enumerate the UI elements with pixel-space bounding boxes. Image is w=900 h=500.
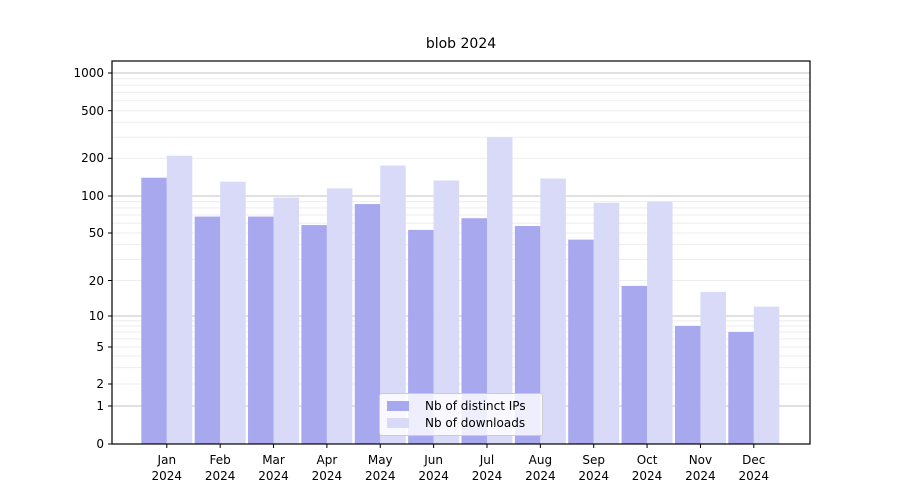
bar-distinct-ips (674, 325, 701, 444)
x-tick-label: Jan 2024 (151, 453, 183, 483)
x-tick-label: Apr 2024 (311, 453, 343, 483)
legend-swatch-distinct-ips (387, 401, 409, 411)
bar-distinct-ips (568, 239, 594, 444)
bar-distinct-ips (621, 285, 648, 444)
bar-downloads (486, 137, 513, 444)
x-tick-label: Oct 2024 (631, 453, 663, 483)
legend: Nb of distinct IPs Nb of downloads (379, 393, 543, 436)
bar-downloads (647, 201, 673, 444)
y-tick-label: 500 (81, 103, 104, 118)
bar-distinct-ips (728, 331, 754, 444)
legend-row-downloads: Nb of downloads (380, 416, 542, 430)
axes-spines (111, 60, 811, 445)
bar-distinct-ips (141, 177, 167, 444)
bar-downloads (700, 291, 726, 444)
x-tick-label: Jun 2024 (418, 453, 449, 483)
y-tick-label: 20 (88, 273, 104, 288)
legend-label-distinct-ips: Nb of distinct IPs (425, 399, 526, 413)
legend-label-downloads: Nb of downloads (425, 416, 526, 430)
bar-downloads (540, 178, 566, 445)
y-tick-label: 200 (81, 151, 104, 166)
y-tick-label: 100 (81, 189, 104, 203)
bar-distinct-ips (354, 204, 381, 444)
legend-row-distinct-ips: Nb of distinct IPs (380, 399, 542, 413)
bar-distinct-ips (301, 225, 327, 444)
bar-distinct-ips (194, 216, 221, 444)
y-tick-label: 10 (88, 309, 104, 323)
bar-downloads (166, 155, 193, 444)
bar-downloads (593, 202, 620, 444)
bar-distinct-ips (248, 216, 274, 444)
y-tick-label: 1000 (73, 66, 104, 80)
x-tick-label: Dec 2024 (738, 453, 770, 483)
x-tick-label: Aug 2024 (525, 453, 556, 483)
bar-downloads (273, 197, 300, 444)
bar-downloads (753, 306, 780, 444)
y-tick-label: 5 (96, 340, 104, 354)
chart-title: blob 2024 (425, 36, 497, 52)
bar-downloads (326, 188, 353, 444)
y-tick-label: 0 (96, 437, 104, 451)
legend-swatch-downloads (387, 418, 409, 428)
y-tick-label: 1 (96, 399, 104, 413)
x-tick-label: Nov 2024 (685, 453, 716, 483)
x-tick-label: Mar 2024 (258, 453, 289, 483)
y-tick-label: 2 (96, 377, 104, 391)
x-tick-label: Jul 2024 (471, 453, 503, 483)
x-tick-label: May 2024 (364, 453, 396, 483)
x-tick-label: Feb 2024 (204, 453, 236, 483)
y-tick-label: 50 (88, 226, 104, 240)
x-tick-label: Sep 2024 (578, 453, 609, 483)
bar-downloads (220, 181, 246, 445)
